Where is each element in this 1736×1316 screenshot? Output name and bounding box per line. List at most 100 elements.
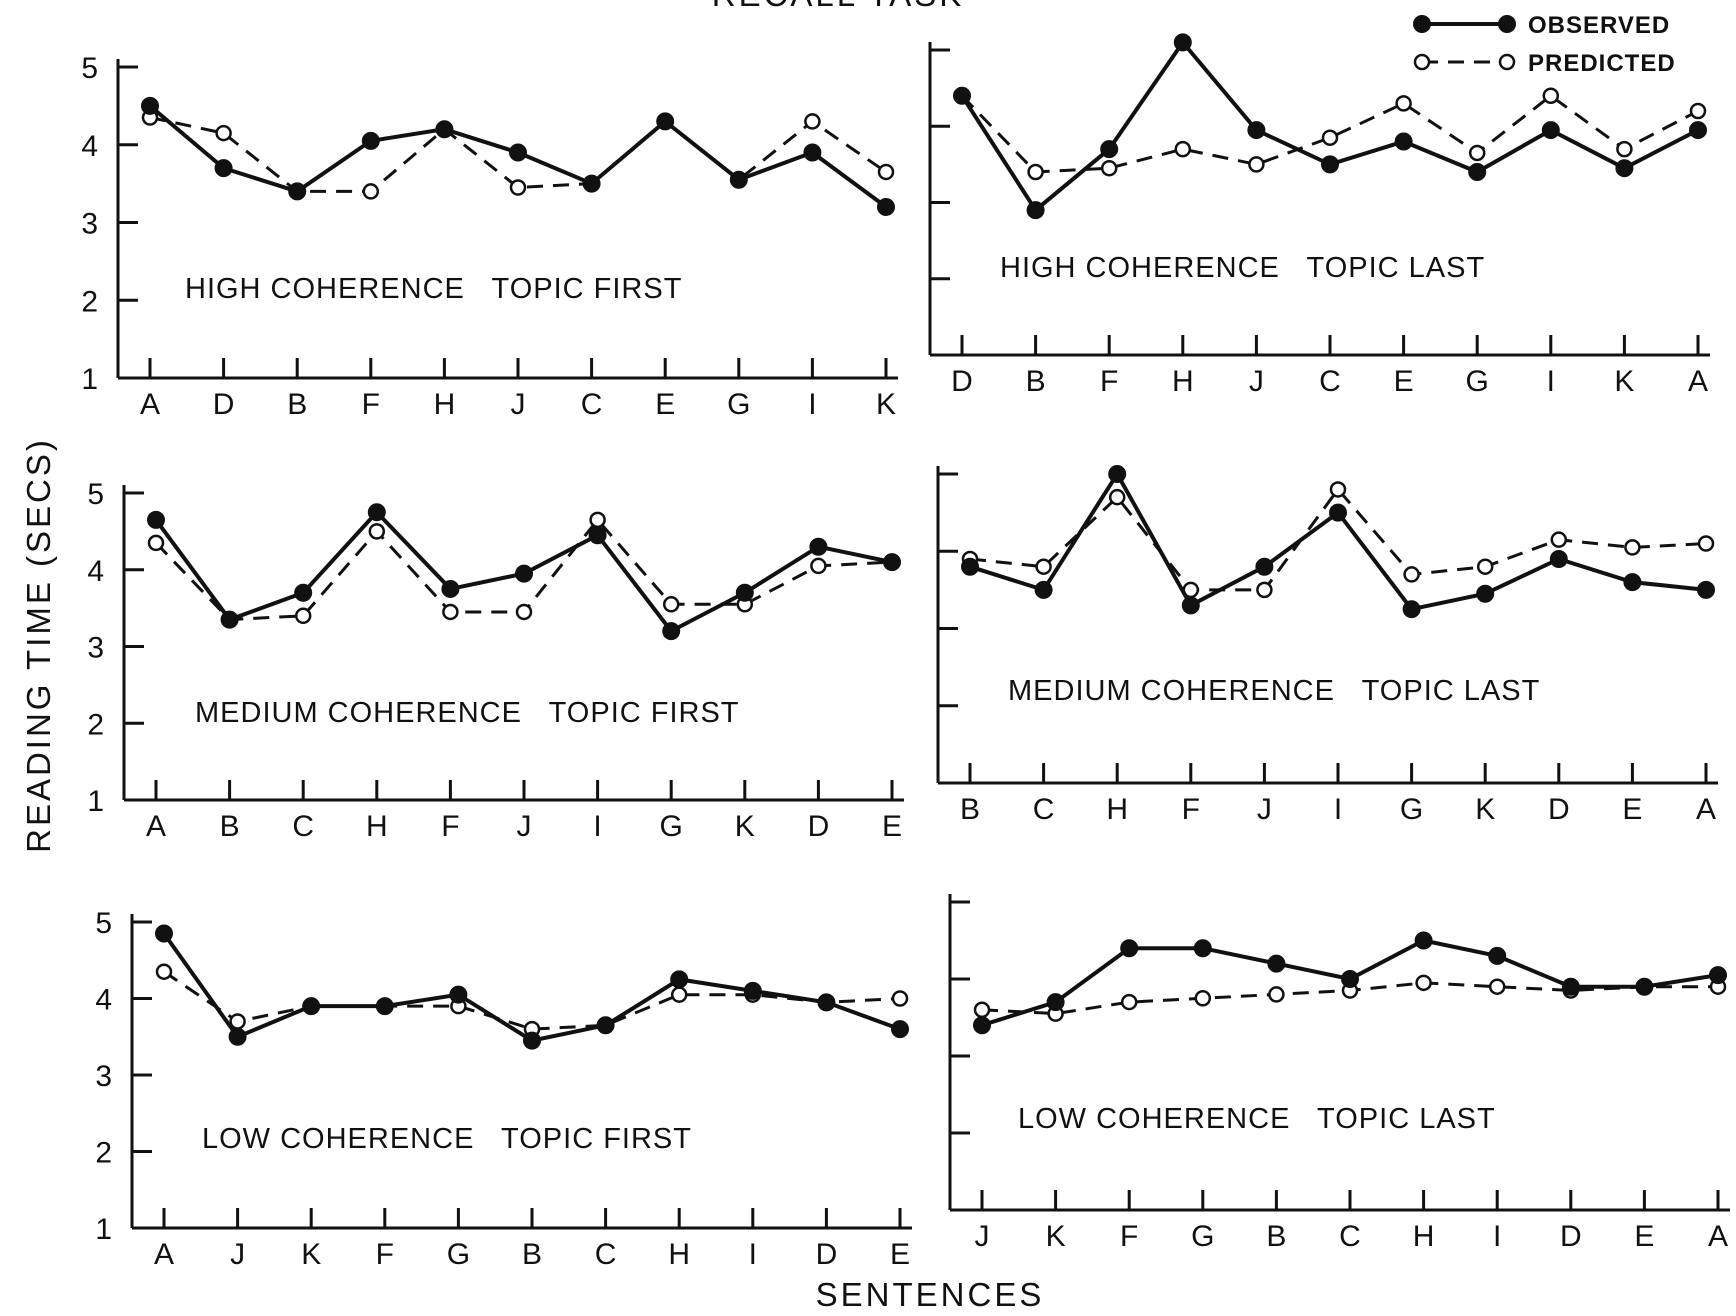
- x-tick-label: E: [1634, 1220, 1654, 1253]
- observed-point: [515, 564, 533, 583]
- x-tick-label: G: [1191, 1220, 1214, 1253]
- x-tick-label: A: [154, 1238, 174, 1271]
- x-tick-label: K: [301, 1238, 321, 1271]
- observed-point: [214, 159, 233, 178]
- x-tick-label: E: [1622, 793, 1642, 826]
- chart-panel-5: 1 2 3 4 5 A J K F G B C H I D E LOW COHERENCE TOPIC FIRS…: [95, 907, 912, 1271]
- observed-point: [1026, 201, 1045, 220]
- observed-point: [220, 610, 239, 629]
- x-tick-label: J: [517, 810, 532, 843]
- observed-point: [670, 970, 689, 989]
- observed-point: [1100, 140, 1119, 159]
- predicted-point: [1697, 535, 1715, 552]
- x-tick-label: B: [287, 388, 307, 421]
- x-tick-label: H: [1172, 365, 1194, 398]
- observed-point: [509, 143, 527, 162]
- x-tick-label: B: [1026, 365, 1046, 398]
- observed-point: [1468, 163, 1487, 181]
- y-tick-label: 4: [81, 130, 98, 163]
- x-tick-label: G: [660, 810, 683, 843]
- chart-panel-6: J K F G B C H I D E A LOW COHERENCE TOPIC LAST: [948, 894, 1730, 1253]
- x-tick-label: F: [1100, 365, 1118, 398]
- x-tick-label: I: [1493, 1220, 1501, 1253]
- x-tick-label: F: [1120, 1220, 1138, 1253]
- x-tick-label: C: [595, 1238, 617, 1271]
- observed-point: [1414, 931, 1433, 950]
- predicted-point: [1321, 129, 1339, 146]
- observed-point: [961, 557, 979, 576]
- panel-label: HIGH COHERENCE TOPIC FIRST: [185, 273, 682, 305]
- x-tick-label: I: [1547, 365, 1555, 398]
- predicted-point: [1476, 558, 1494, 575]
- figure-title: RECALL TASK: [712, 0, 964, 13]
- y-tick-label: 4: [87, 555, 104, 588]
- x-tick-label: J: [1257, 793, 1272, 826]
- x-tick-label: K: [1475, 793, 1495, 826]
- observed-point: [1247, 121, 1266, 140]
- observed-point: [1193, 939, 1212, 958]
- observed-point: [441, 579, 460, 598]
- observed-point: [1541, 121, 1560, 140]
- x-tick-label: H: [434, 388, 456, 421]
- x-tick-label: B: [960, 793, 980, 826]
- observed-point: [1697, 580, 1715, 599]
- observed-point: [883, 553, 901, 572]
- observed-point: [1341, 970, 1359, 988]
- predicted-point: [891, 990, 909, 1007]
- chart-panel-1: 1 2 3 4 5 A D B F H J C E G I K HIGH COHERENCE TOPIC FIR…: [81, 52, 898, 421]
- observed-point: [743, 981, 762, 1000]
- predicted-point: [215, 124, 232, 142]
- legend-predicted-marker-left: [1413, 53, 1431, 71]
- observed-point: [953, 86, 971, 105]
- x-tick-label: I: [1334, 793, 1342, 826]
- y-tick-label: 3: [87, 632, 104, 665]
- x-tick-label: I: [593, 810, 601, 843]
- predicted-point: [973, 1001, 991, 1019]
- predicted-series-line: [960, 93, 1699, 174]
- x-tick-label: E: [882, 810, 902, 843]
- x-tick-label: D: [808, 810, 830, 843]
- y-tick-label: 5: [95, 907, 112, 940]
- observed-point: [1321, 155, 1339, 174]
- observed-point: [891, 1020, 909, 1039]
- x-tick-label: D: [1560, 1220, 1582, 1253]
- observed-point: [656, 112, 675, 131]
- x-tick-label: K: [1046, 1220, 1066, 1253]
- predicted-point: [1108, 488, 1126, 506]
- x-tick-label: D: [951, 365, 973, 398]
- predicted-point: [1468, 144, 1486, 162]
- observed-point: [1108, 465, 1127, 483]
- predicted-point: [1542, 87, 1560, 104]
- predicted-point: [1624, 539, 1641, 556]
- predicted-series-line: [969, 486, 1707, 592]
- predicted-point: [662, 596, 680, 613]
- x-tick-label: H: [1413, 1220, 1435, 1253]
- x-tick-label: F: [1182, 793, 1200, 826]
- observed-point: [155, 924, 173, 943]
- y-tick-label: 3: [81, 208, 98, 241]
- observed-point: [662, 622, 681, 641]
- y-tick-label: 5: [81, 52, 98, 85]
- panel-label: LOW COHERENCE TOPIC FIRST: [202, 1123, 692, 1155]
- legend-observed-label: OBSERVED: [1528, 12, 1670, 39]
- predicted-series-line: [163, 970, 901, 1031]
- y-tick-label: 5: [87, 478, 104, 511]
- x-tick-label: K: [1614, 365, 1634, 398]
- predicted-point: [368, 523, 386, 540]
- observed-point: [729, 170, 748, 189]
- x-tick-label: F: [376, 1238, 394, 1271]
- x-tick-label: K: [735, 810, 755, 843]
- legend-predicted-label: PREDICTED: [1528, 50, 1676, 77]
- predicted-point: [1395, 95, 1412, 112]
- predicted-point: [1403, 566, 1420, 583]
- panel-label: MEDIUM COHERENCE TOPIC FIRST: [195, 697, 740, 729]
- x-tick-label: H: [366, 810, 388, 843]
- observed-point: [288, 182, 307, 201]
- observed-point: [147, 510, 165, 529]
- predicted-point: [1616, 140, 1633, 158]
- x-tick-label: J: [975, 1220, 990, 1253]
- observed-point: [1709, 966, 1727, 985]
- observed-point: [1394, 132, 1413, 151]
- x-tick-label: A: [146, 810, 166, 843]
